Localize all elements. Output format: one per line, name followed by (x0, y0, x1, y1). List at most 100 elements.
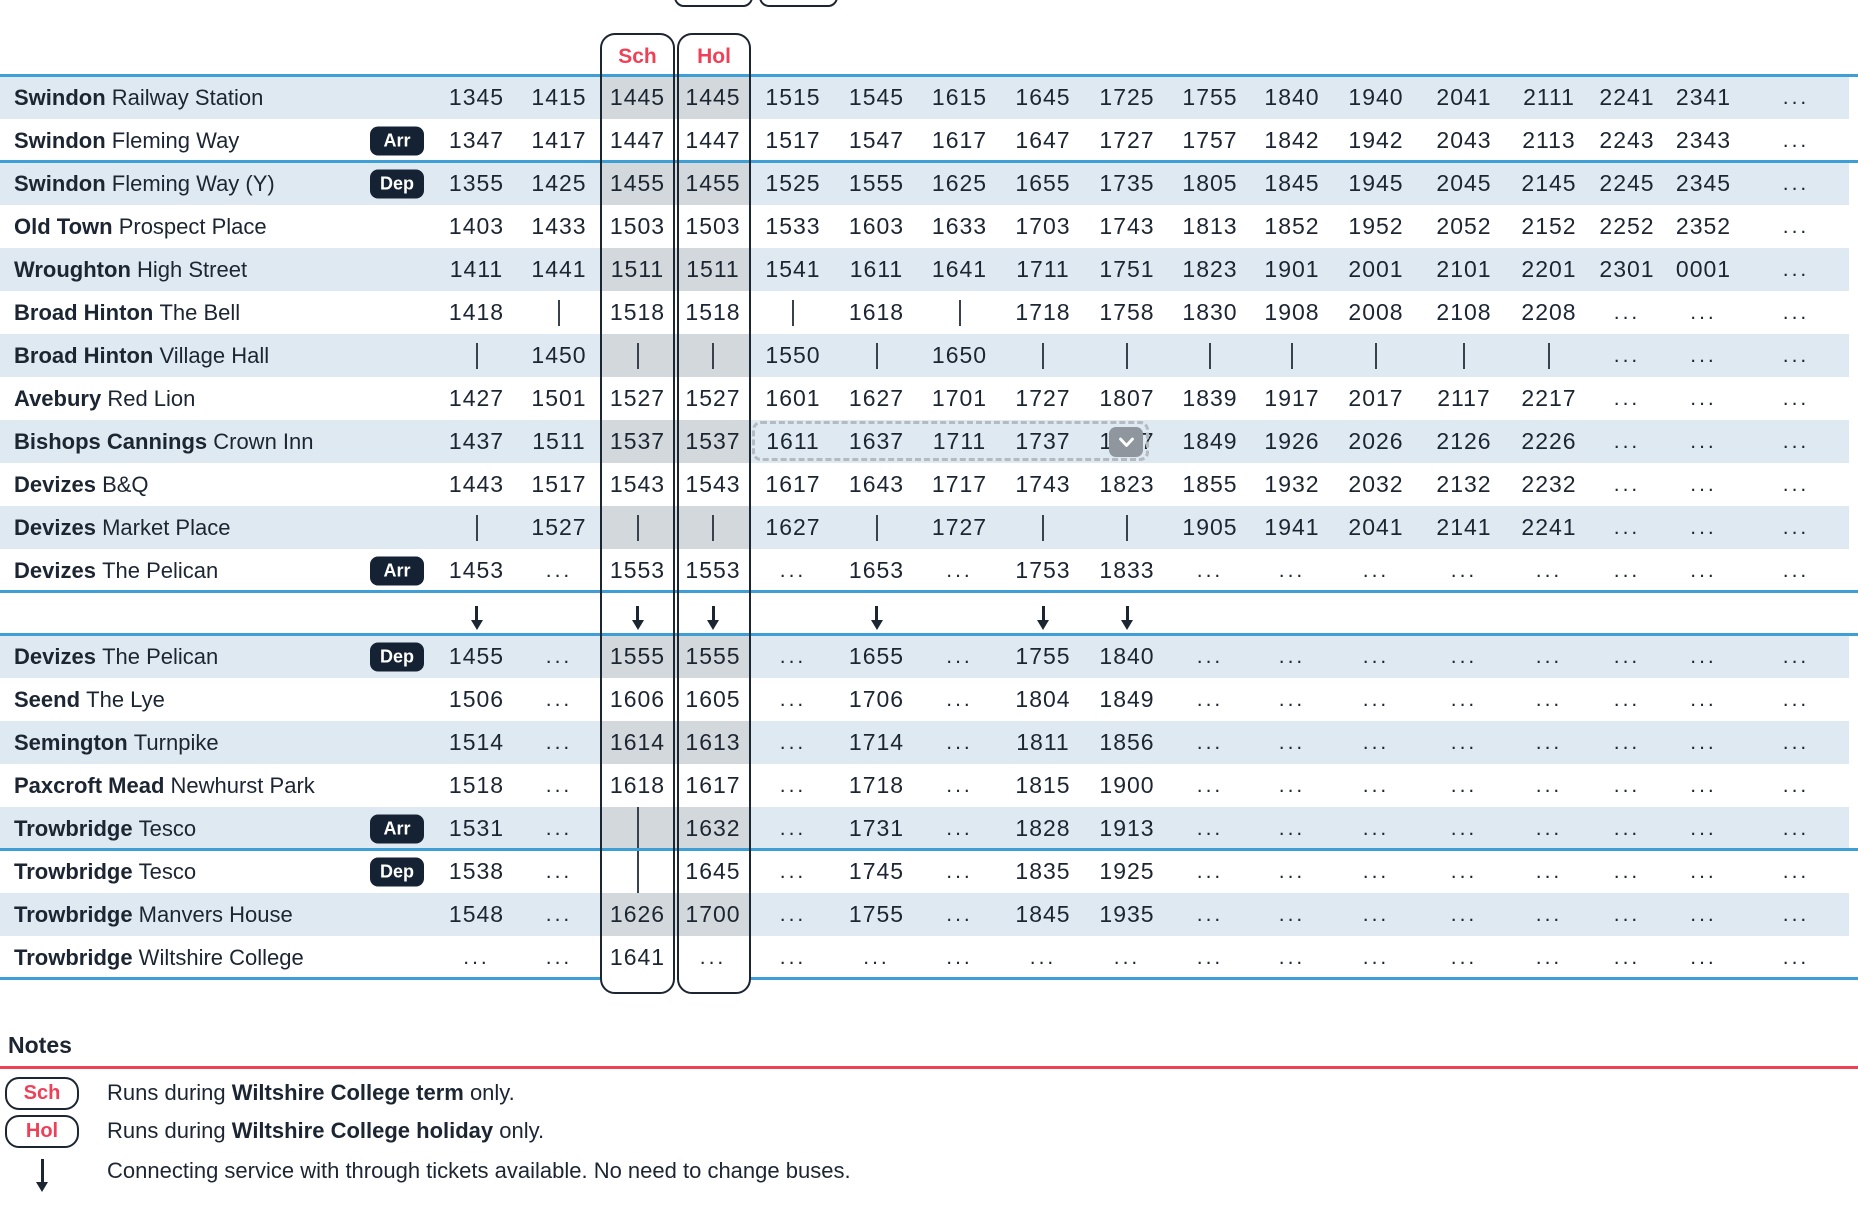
time-cell[interactable]: 1506 (435, 678, 518, 721)
time-cell[interactable]: 2043 (1419, 119, 1509, 162)
time-cell[interactable]: 2243 (1589, 119, 1665, 162)
time-cell[interactable]: 1418 (435, 291, 518, 334)
time-cell[interactable]: 1517 (518, 463, 600, 506)
time-cell[interactable]: 1743 (1085, 205, 1169, 248)
time-cell[interactable]: 1755 (1169, 76, 1251, 119)
no-service-cell[interactable]: ... (1742, 807, 1850, 850)
no-service-cell[interactable]: ... (518, 549, 600, 592)
time-cell[interactable]: 1757 (1169, 119, 1251, 162)
time-cell[interactable]: 1917 (1251, 377, 1333, 420)
time-cell[interactable]: 1511 (600, 248, 675, 291)
skip-bar-cell[interactable] (1085, 334, 1169, 377)
time-cell[interactable]: 1355 (435, 162, 518, 205)
time-cell[interactable]: 1908 (1251, 291, 1333, 334)
time-cell[interactable]: 1503 (600, 205, 675, 248)
time-cell[interactable]: 1403 (435, 205, 518, 248)
time-cell[interactable]: 1942 (1333, 119, 1419, 162)
time-cell[interactable]: 2017 (1333, 377, 1419, 420)
no-service-cell[interactable]: ... (751, 807, 835, 850)
no-service-cell[interactable]: ... (1589, 377, 1665, 420)
no-service-cell[interactable]: ... (1509, 764, 1589, 807)
no-service-cell[interactable]: ... (518, 850, 600, 893)
time-cell[interactable]: 1645 (675, 850, 751, 893)
time-cell[interactable]: 1703 (1001, 205, 1085, 248)
time-cell[interactable]: 1855 (1169, 463, 1251, 506)
time-cell[interactable]: 1743 (1001, 463, 1085, 506)
no-service-cell[interactable]: ... (1665, 506, 1742, 549)
time-cell[interactable]: 1450 (518, 334, 600, 377)
no-service-cell[interactable]: ... (751, 635, 835, 678)
time-cell[interactable]: 1735 (1085, 162, 1169, 205)
time-cell[interactable]: 1553 (675, 549, 751, 592)
time-cell[interactable]: 1727 (1085, 119, 1169, 162)
no-service-cell[interactable]: ... (1509, 850, 1589, 893)
no-service-cell[interactable]: ... (1333, 936, 1419, 979)
time-cell[interactable]: 1856 (1085, 721, 1169, 764)
no-service-cell[interactable]: ... (1742, 936, 1850, 979)
time-cell[interactable]: 1706 (835, 678, 918, 721)
no-service-cell[interactable]: ... (1742, 549, 1850, 592)
time-cell[interactable]: 1650 (918, 334, 1001, 377)
no-service-cell[interactable]: ... (1169, 893, 1251, 936)
time-cell[interactable]: 1830 (1169, 291, 1251, 334)
time-cell[interactable]: 1727 (918, 506, 1001, 549)
no-service-cell[interactable]: ... (1742, 850, 1850, 893)
no-service-cell[interactable]: ... (1251, 678, 1333, 721)
time-cell[interactable]: 1845 (1001, 893, 1085, 936)
no-service-cell[interactable]: ... (1665, 936, 1742, 979)
time-cell[interactable]: 1932 (1251, 463, 1333, 506)
no-service-cell[interactable]: ... (1251, 850, 1333, 893)
time-cell[interactable]: 2032 (1333, 463, 1419, 506)
no-service-cell[interactable]: ... (1419, 807, 1509, 850)
time-cell[interactable]: 1614 (600, 721, 675, 764)
no-service-cell[interactable]: ... (1333, 850, 1419, 893)
time-cell[interactable]: 1455 (600, 162, 675, 205)
time-cell[interactable]: 2241 (1509, 506, 1589, 549)
no-service-cell[interactable]: ... (1589, 635, 1665, 678)
no-service-cell[interactable]: ... (1742, 76, 1850, 119)
no-service-cell[interactable]: ... (1251, 936, 1333, 979)
time-cell[interactable]: 1815 (1001, 764, 1085, 807)
no-service-cell[interactable]: ... (1001, 936, 1085, 979)
time-cell[interactable]: 1714 (835, 721, 918, 764)
no-service-cell[interactable]: ... (918, 635, 1001, 678)
time-cell[interactable]: 1905 (1169, 506, 1251, 549)
skip-bar-cell[interactable] (675, 506, 751, 549)
no-service-cell[interactable]: ... (1742, 721, 1850, 764)
time-cell[interactable]: 2201 (1509, 248, 1589, 291)
time-cell[interactable]: 1913 (1085, 807, 1169, 850)
no-service-cell[interactable]: ... (1419, 893, 1509, 936)
skip-bar-cell[interactable] (918, 291, 1001, 334)
time-cell[interactable]: 1511 (518, 420, 600, 463)
time-cell[interactable]: 1441 (518, 248, 600, 291)
time-cell[interactable]: 1828 (1001, 807, 1085, 850)
time-cell[interactable]: 1533 (751, 205, 835, 248)
time-cell[interactable]: 1415 (518, 76, 600, 119)
no-service-cell[interactable]: ... (1742, 377, 1850, 420)
time-cell[interactable]: 1527 (518, 506, 600, 549)
no-service-cell[interactable]: ... (1251, 721, 1333, 764)
no-service-cell[interactable]: ... (1169, 721, 1251, 764)
partial-button-2[interactable] (759, 0, 838, 7)
time-cell[interactable]: 2352 (1665, 205, 1742, 248)
no-service-cell[interactable]: ... (1169, 549, 1251, 592)
no-service-cell[interactable]: ... (1251, 807, 1333, 850)
no-service-cell[interactable]: ... (1589, 334, 1665, 377)
no-service-cell[interactable]: ... (1509, 936, 1589, 979)
no-service-cell[interactable]: ... (1665, 678, 1742, 721)
time-cell[interactable]: 2217 (1509, 377, 1589, 420)
time-cell[interactable]: 2041 (1419, 76, 1509, 119)
time-cell[interactable]: 1849 (1169, 420, 1251, 463)
no-service-cell[interactable]: ... (1251, 764, 1333, 807)
time-cell[interactable]: 1527 (600, 377, 675, 420)
no-service-cell[interactable]: ... (1665, 721, 1742, 764)
no-service-cell[interactable]: ... (1589, 936, 1665, 979)
time-cell[interactable]: 2241 (1589, 76, 1665, 119)
time-cell[interactable]: 1711 (918, 420, 1001, 463)
time-cell[interactable]: 1839 (1169, 377, 1251, 420)
time-cell[interactable]: 1555 (600, 635, 675, 678)
no-service-cell[interactable]: ... (1742, 463, 1850, 506)
time-cell[interactable]: 1755 (835, 893, 918, 936)
time-cell[interactable]: 1941 (1251, 506, 1333, 549)
time-cell[interactable]: 1840 (1085, 635, 1169, 678)
